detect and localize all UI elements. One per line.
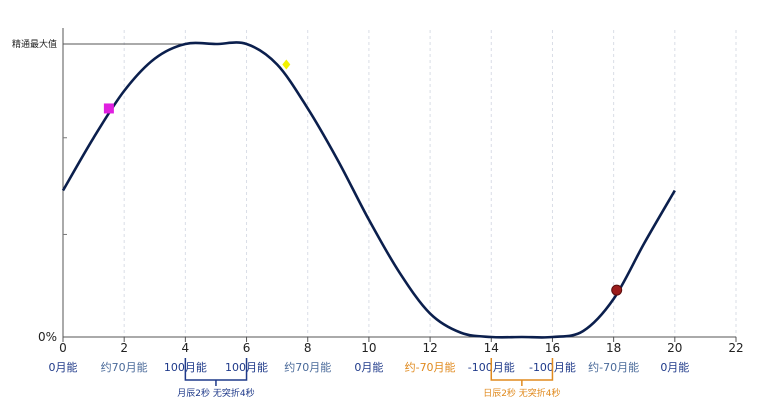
point-labels: 0月能 约70月能 100月能 100月能 约70月能 0月能 约-70月能 -100月能 -1… <box>49 360 690 374</box>
x-tick-label: 22 <box>728 341 743 355</box>
y-tick-labels: 0% 精通最大值 <box>12 38 57 344</box>
point-label: 约-70月能 <box>588 360 639 374</box>
annotation-text: 日辰2秒 无突折4秒 <box>483 387 560 399</box>
point-label: 0月能 <box>49 360 78 374</box>
marker-square <box>103 103 114 114</box>
y-label-max: 精通最大值 <box>12 38 57 50</box>
series-line <box>61 41 676 339</box>
y-label-zero: 0% <box>38 330 57 344</box>
x-tick-label: 18 <box>606 341 621 355</box>
x-tick-label: 4 <box>182 341 190 355</box>
marker-diamond <box>282 59 291 70</box>
point-label: 约70月能 <box>284 360 331 374</box>
markers <box>103 59 623 296</box>
x-tick-label: 10 <box>361 341 376 355</box>
marker-circle <box>611 284 623 296</box>
point-label: 约70月能 <box>101 360 148 374</box>
annotations: 月辰2秒 无突折4秒 日辰2秒 无突折4秒 <box>177 358 561 399</box>
x-tick-label: 2 <box>120 341 128 355</box>
gridlines <box>123 30 737 337</box>
x-tick-label: 0 <box>59 341 67 355</box>
x-tick-label: 14 <box>484 341 499 355</box>
x-tick-label: 20 <box>667 341 682 355</box>
x-tick-label: 16 <box>545 341 560 355</box>
point-label: 0月能 <box>660 360 689 374</box>
annotation-text: 月辰2秒 无突折4秒 <box>177 387 254 399</box>
point-label: 约-70月能 <box>405 360 456 374</box>
point-label: 0月能 <box>354 360 383 374</box>
axes <box>62 28 737 342</box>
x-tick-label: 8 <box>304 341 312 355</box>
x-tick-label: 12 <box>422 341 437 355</box>
x-tick-labels: 0 2 4 6 8 10 12 14 16 18 20 22 <box>59 341 743 355</box>
x-tick-label: 6 <box>243 341 251 355</box>
